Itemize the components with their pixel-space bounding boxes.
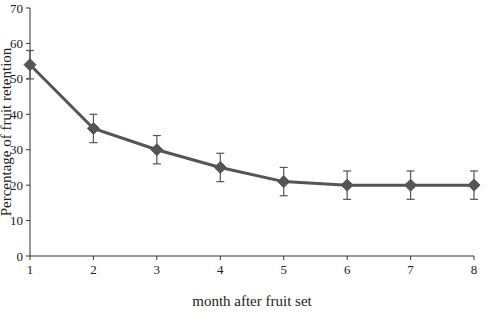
chart-container: 01020304050607012345678month after fruit…	[0, 0, 500, 321]
chart: 01020304050607012345678month after fruit…	[0, 0, 500, 321]
x-tick-label: 2	[90, 262, 97, 277]
error-cap	[470, 170, 478, 171]
x-tick	[283, 256, 284, 260]
data-point	[341, 179, 353, 191]
y-tick	[26, 185, 30, 186]
error-cap	[343, 199, 351, 200]
y-tick	[26, 43, 30, 44]
x-tick-label: 7	[407, 262, 414, 277]
y-tick	[26, 149, 30, 150]
error-cap	[216, 153, 224, 154]
x-tick	[410, 256, 411, 260]
error-cap	[470, 199, 478, 200]
data-line	[30, 65, 474, 185]
x-tick	[156, 256, 157, 260]
y-tick	[26, 114, 30, 115]
error-cap	[280, 167, 288, 168]
x-tick	[220, 256, 221, 260]
error-cap	[280, 195, 288, 196]
error-cap	[89, 142, 97, 143]
data-point	[278, 176, 290, 188]
x-tick-label: 6	[344, 262, 351, 277]
y-axis	[30, 8, 31, 256]
x-tick-label: 3	[154, 262, 161, 277]
data-point	[405, 179, 417, 191]
y-axis-title: Percentage of fruit retention	[0, 47, 14, 216]
x-tick	[347, 256, 348, 260]
y-tick	[26, 256, 30, 257]
error-cap	[26, 50, 34, 51]
x-tick	[30, 256, 31, 260]
data-point	[468, 179, 480, 191]
data-point	[24, 59, 36, 71]
x-axis	[30, 256, 474, 257]
y-tick	[26, 220, 30, 221]
error-cap	[343, 170, 351, 171]
y-tick	[26, 8, 30, 9]
error-cap	[153, 163, 161, 164]
error-cap	[26, 78, 34, 79]
data-point	[151, 144, 163, 156]
y-tick-label: 0	[17, 249, 24, 264]
x-axis-title: month after fruit set	[192, 293, 312, 309]
x-tick-label: 8	[471, 262, 478, 277]
error-cap	[216, 181, 224, 182]
error-cap	[407, 199, 415, 200]
error-cap	[407, 170, 415, 171]
error-cap	[153, 135, 161, 136]
x-tick-label: 4	[217, 262, 224, 277]
x-tick	[93, 256, 94, 260]
error-cap	[89, 114, 97, 115]
y-tick-label: 70	[10, 1, 23, 16]
plot-area	[24, 51, 480, 200]
x-tick-label: 5	[280, 262, 287, 277]
data-point	[214, 161, 226, 173]
x-tick	[474, 256, 475, 260]
x-tick-label: 1	[27, 262, 34, 277]
data-point	[87, 122, 99, 134]
